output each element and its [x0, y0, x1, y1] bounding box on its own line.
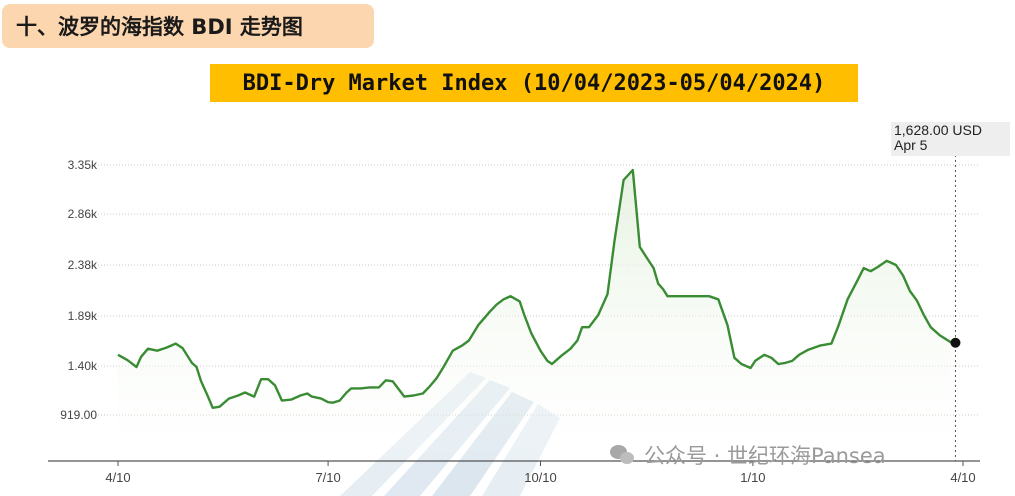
x-tick-label: 4/10 — [105, 470, 130, 485]
value-tooltip: 1,628.00 USD Apr 5 — [891, 122, 1010, 156]
x-tick-label: 4/10 — [950, 470, 975, 485]
y-tick-label: 919.00 — [60, 408, 97, 422]
y-tick-label: 3.35k — [68, 158, 98, 172]
y-axis: 3.35k 2.86k 2.38k 1.89k 1.40k 919.00 — [60, 158, 98, 422]
watermark-text: 公众号 · 世纪环海Pansea — [644, 444, 886, 468]
y-tick-label: 1.89k — [68, 309, 98, 323]
chart-title-banner: BDI-Dry Market Index (10/04/2023-05/04/2… — [210, 64, 858, 102]
watermark: 公众号 · 世纪环海Pansea — [610, 440, 886, 470]
x-tick-label: 1/10 — [740, 470, 765, 485]
tooltip-date: Apr 5 — [894, 137, 928, 153]
section-header: 十、波罗的海指数 BDI 走势图 — [2, 4, 374, 48]
wechat-icon — [610, 444, 636, 466]
y-tick-label: 1.40k — [68, 359, 98, 373]
series-line — [117, 168, 953, 409]
last-point-marker[interactable] — [950, 337, 961, 348]
x-tick-label: 7/10 — [315, 470, 340, 485]
y-tick-label: 2.38k — [68, 258, 98, 272]
x-tick-label: 10/10 — [524, 470, 557, 485]
x-axis: 4/10 7/10 10/10 1/10 4/10 — [48, 460, 980, 485]
section-title: 十、波罗的海指数 BDI 走势图 — [16, 15, 303, 39]
chart-title: BDI-Dry Market Index (10/04/2023-05/04/2… — [242, 70, 826, 96]
series-area — [118, 170, 952, 460]
tooltip-value: 1,628.00 USD — [894, 122, 982, 138]
y-tick-label: 2.86k — [68, 207, 98, 221]
